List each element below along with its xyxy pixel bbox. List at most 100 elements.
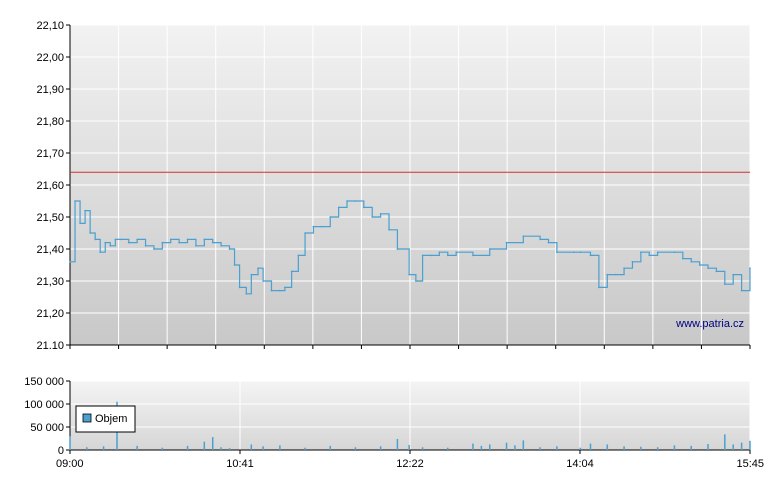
price-data-point [321, 225, 323, 228]
price-series-line [70, 200, 751, 295]
volume-bar [329, 445, 331, 450]
price-data-point [547, 241, 550, 244]
volume-bar [623, 446, 625, 450]
volume-bar [606, 444, 609, 450]
price-data-point [270, 289, 273, 292]
price-data-point [505, 241, 508, 244]
price-data-point [220, 245, 222, 247]
price-data-point [579, 251, 582, 253]
price-data-point [631, 261, 634, 263]
volume-bar [522, 440, 525, 450]
volume-bar [480, 445, 483, 450]
volume-chart-panel: 09:00 10:41 12:22 14:04 15:45 150 000 100 000 5… [24, 376, 764, 470]
price-data-point [290, 270, 293, 273]
price-data-point [186, 238, 189, 241]
price-data-point [127, 241, 130, 244]
price-data-point [408, 273, 410, 276]
price-data-point [74, 200, 76, 202]
price-data-point [606, 273, 609, 276]
volume-bar [354, 447, 357, 450]
price-y-tick-label: 22,00 [36, 52, 64, 64]
price-data-point [371, 216, 374, 218]
price-data-point [284, 286, 286, 289]
volume-y-tick-label: 50 000 [30, 422, 64, 434]
volume-bar [690, 445, 692, 450]
volume-bar [589, 443, 592, 450]
volume-bar [102, 446, 105, 450]
price-data-point [114, 238, 117, 241]
volume-bar [250, 444, 253, 450]
volume-bar [220, 447, 222, 450]
volume-bar [447, 447, 449, 450]
price-data-point [455, 251, 457, 253]
price-y-tick-label: 21,40 [36, 244, 64, 256]
price-data-point [707, 267, 709, 270]
price-data-point [257, 267, 259, 270]
price-data-point [136, 238, 138, 241]
volume-bar [505, 442, 508, 450]
volume-bar [262, 446, 264, 450]
price-data-point [262, 280, 264, 282]
price-data-point [178, 241, 180, 244]
price-data-point [144, 245, 147, 247]
price-data-point [690, 261, 693, 263]
price-data-point [656, 251, 659, 253]
volume-legend: Objem [75, 405, 136, 433]
volume-bar [396, 438, 399, 450]
x-tick-label: 15:45 [736, 458, 764, 470]
watermark-text: www.patria.cz [675, 318, 744, 330]
volume-bar [69, 436, 71, 450]
price-data-point [279, 289, 281, 292]
price-data-point [346, 200, 348, 202]
price-data-point [233, 264, 236, 266]
price-data-point [119, 238, 122, 241]
price-data-point [415, 280, 417, 282]
price-data-point [732, 273, 735, 276]
volume-bar [472, 443, 474, 450]
volume-bar [279, 445, 281, 450]
price-data-point [245, 293, 248, 295]
price-y-tick-label: 21.10 [36, 340, 64, 352]
volume-bar [556, 446, 558, 450]
price-data-point [379, 213, 382, 215]
volume-bar [640, 446, 642, 450]
price-data-point [195, 245, 197, 247]
volume-bar [707, 444, 709, 450]
price-data-point [614, 273, 617, 276]
price-data-point [640, 251, 642, 253]
price-data-point [153, 248, 155, 250]
volume-bar [211, 437, 214, 450]
price-data-point [161, 241, 164, 244]
x-tick-label: 10:41 [226, 458, 254, 470]
volume-y-tick-label: 100 000 [24, 399, 64, 411]
volume-bar [203, 441, 206, 450]
price-data-point [446, 254, 449, 257]
price-data-point [94, 238, 96, 241]
price-y-tick-label: 21,70 [36, 148, 64, 160]
volume-bar [136, 445, 138, 450]
price-data-point [421, 254, 424, 257]
volume-bar [421, 447, 424, 450]
price-data-point [698, 264, 701, 266]
price-y-tick-label: 21,80 [36, 116, 64, 128]
price-y-tick-label: 21,90 [36, 84, 64, 96]
price-data-point [438, 251, 441, 253]
x-tick-label: 14:04 [566, 458, 594, 470]
volume-bar [228, 448, 231, 450]
volume-bar [539, 447, 541, 450]
volume-y-tick-label: 150 000 [24, 376, 64, 388]
price-data-point [430, 254, 432, 257]
price-data-point [354, 200, 357, 202]
price-data-point [749, 267, 751, 270]
volume-bar [749, 440, 751, 450]
price-data-point [589, 254, 592, 257]
volume-bar [724, 434, 726, 450]
price-data-point [682, 257, 684, 260]
volume-bar [489, 444, 491, 450]
price-data-point [572, 251, 575, 253]
price-y-tick-label: 21,60 [36, 180, 64, 192]
price-data-point [104, 241, 107, 244]
price-y-tick-label: 21,50 [36, 212, 64, 224]
